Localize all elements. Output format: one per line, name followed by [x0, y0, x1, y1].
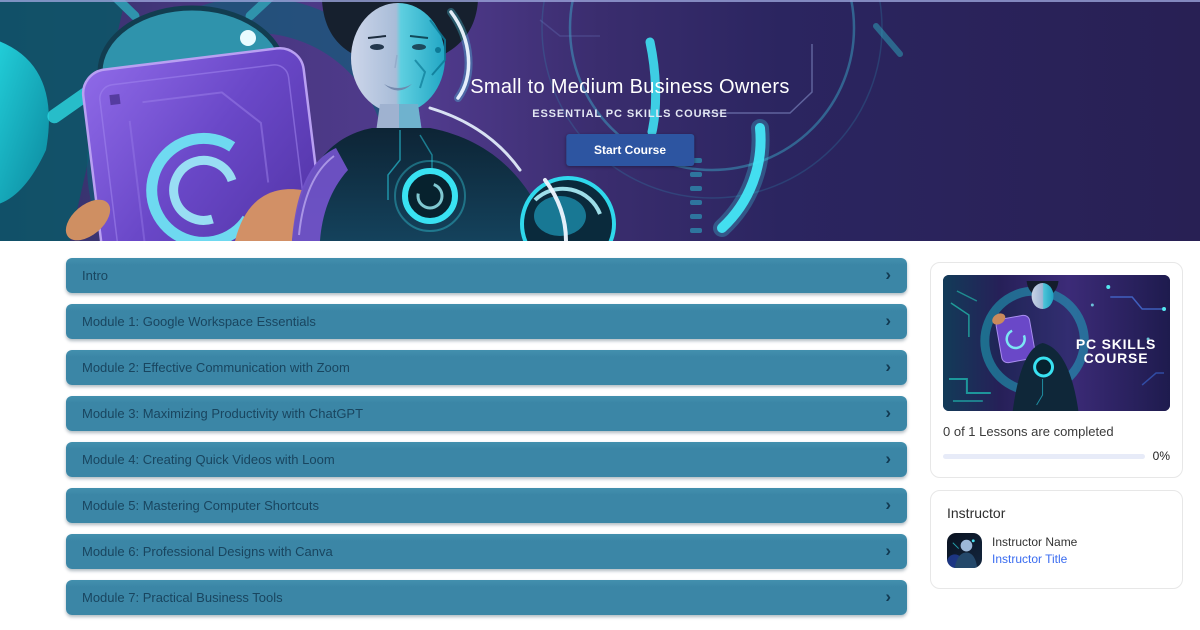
- chevron-right-icon: ›: [885, 495, 891, 514]
- thumbnail-title-line2: COURSE: [1083, 350, 1149, 366]
- instructor-info: Instructor Name Instructor Title: [992, 533, 1077, 568]
- chevron-right-icon: ›: [885, 541, 891, 560]
- chevron-right-icon: ›: [885, 403, 891, 422]
- curriculum-item-label: Module 3: Maximizing Productivity with C…: [82, 406, 364, 421]
- instructor-name: Instructor Name: [992, 535, 1078, 549]
- curriculum-item-intro[interactable]: Intro ›: [66, 258, 907, 293]
- hero-banner: Small to Medium Business Owners ESSENTIA…: [0, 0, 1200, 241]
- curriculum-item-label: Module 4: Creating Quick Videos with Loo…: [82, 452, 335, 467]
- course-title: Small to Medium Business Owners: [470, 76, 790, 98]
- hero-illustration: [0, 0, 1200, 241]
- progress-percent-label: 0%: [1152, 449, 1170, 463]
- curriculum-item-module-1[interactable]: Module 1: Google Workspace Essentials ›: [66, 304, 907, 339]
- lessons-completed-text: 0 of 1 Lessons are completed: [943, 424, 1114, 439]
- instructor-title-link[interactable]: Instructor Title: [992, 552, 1068, 566]
- instructor-card: Instructor: [930, 490, 1183, 589]
- curriculum-list: Intro › Module 1: Google Workspace Essen…: [66, 258, 907, 626]
- progress-bar: [943, 453, 1145, 459]
- thumbnail-title-line1: PC SKILLS: [1075, 336, 1157, 352]
- sidebar: PC SKILLS COURSE 0 of 1 Lessons are comp…: [930, 262, 1183, 589]
- chevron-right-icon: ›: [885, 265, 891, 284]
- instructor-avatar: [947, 533, 982, 568]
- curriculum-item-label: Module 1: Google Workspace Essentials: [82, 314, 316, 329]
- course-thumbnail-illustration: [943, 275, 1170, 411]
- curriculum-item-label: Module 7: Practical Business Tools: [82, 590, 283, 605]
- curriculum-item-label: Module 6: Professional Designs with Canv…: [82, 544, 333, 559]
- chevron-right-icon: ›: [885, 449, 891, 468]
- curriculum-item-module-7[interactable]: Module 7: Practical Business Tools ›: [66, 580, 907, 615]
- instructor-row: Instructor Name Instructor Title: [947, 533, 1166, 568]
- instructor-heading: Instructor: [947, 505, 1006, 521]
- progress-row: 0%: [943, 449, 1170, 463]
- course-thumbnail: PC SKILLS COURSE: [943, 275, 1170, 411]
- chevron-right-icon: ›: [885, 587, 891, 606]
- course-subtitle: ESSENTIAL PC SKILLS COURSE: [532, 108, 728, 120]
- curriculum-item-module-4[interactable]: Module 4: Creating Quick Videos with Loo…: [66, 442, 907, 477]
- chevron-right-icon: ›: [885, 357, 891, 376]
- start-course-button[interactable]: Start Course: [565, 134, 695, 166]
- thumbnail-title: PC SKILLS COURSE: [1064, 337, 1168, 365]
- main-content: Intro › Module 1: Google Workspace Essen…: [0, 241, 1200, 626]
- chevron-right-icon: ›: [885, 311, 891, 330]
- curriculum-item-module-2[interactable]: Module 2: Effective Communication with Z…: [66, 350, 907, 385]
- course-progress-card: PC SKILLS COURSE 0 of 1 Lessons are comp…: [930, 262, 1183, 478]
- curriculum-item-module-5[interactable]: Module 5: Mastering Computer Shortcuts ›: [66, 488, 907, 523]
- curriculum-item-label: Intro: [82, 268, 109, 283]
- curriculum-item-label: Module 5: Mastering Computer Shortcuts: [82, 498, 319, 513]
- curriculum-item-module-3[interactable]: Module 3: Maximizing Productivity with C…: [66, 396, 907, 431]
- curriculum-item-module-6[interactable]: Module 6: Professional Designs with Canv…: [66, 534, 907, 569]
- curriculum-item-label: Module 2: Effective Communication with Z…: [82, 360, 350, 375]
